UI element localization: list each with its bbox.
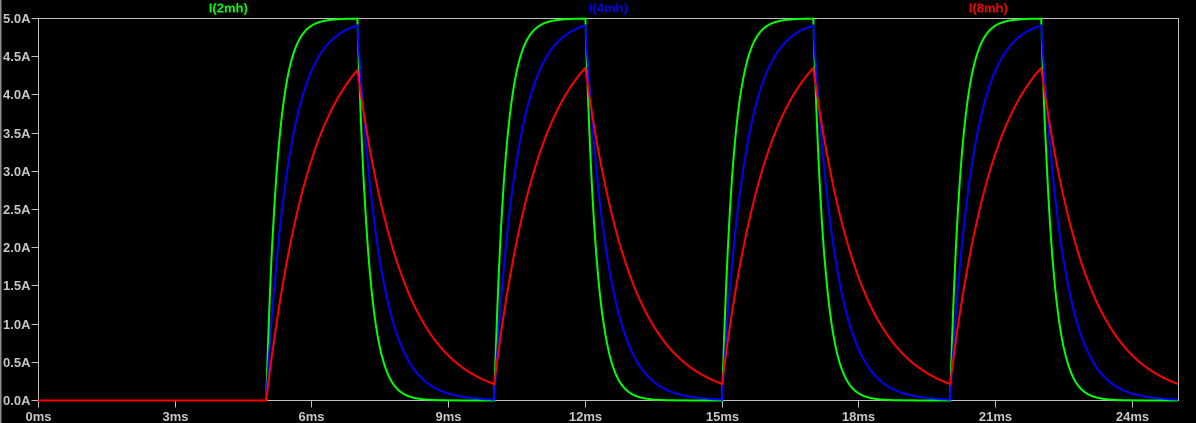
svg-text:1.5A: 1.5A xyxy=(3,278,31,293)
svg-text:15ms: 15ms xyxy=(706,409,739,423)
svg-text:3.5A: 3.5A xyxy=(3,126,31,141)
svg-text:18ms: 18ms xyxy=(842,409,875,423)
svg-text:0.0A: 0.0A xyxy=(3,393,31,408)
svg-text:4.0A: 4.0A xyxy=(3,87,31,102)
svg-text:4.5A: 4.5A xyxy=(3,49,31,64)
svg-text:1.0A: 1.0A xyxy=(3,317,31,332)
svg-text:24ms: 24ms xyxy=(1116,409,1149,423)
svg-text:3.0A: 3.0A xyxy=(3,164,31,179)
svg-text:I(2mh): I(2mh) xyxy=(209,0,248,15)
svg-text:I(8mh): I(8mh) xyxy=(969,0,1008,15)
svg-text:0ms: 0ms xyxy=(25,409,51,423)
svg-text:21ms: 21ms xyxy=(979,409,1012,423)
svg-text:2.5A: 2.5A xyxy=(3,202,31,217)
svg-text:5.0A: 5.0A xyxy=(3,11,31,26)
svg-text:9ms: 9ms xyxy=(435,409,461,423)
svg-text:0.5A: 0.5A xyxy=(3,355,31,370)
svg-text:6ms: 6ms xyxy=(298,409,324,423)
svg-text:12ms: 12ms xyxy=(569,409,602,423)
svg-text:I(4mh): I(4mh) xyxy=(589,0,628,15)
svg-text:3ms: 3ms xyxy=(162,409,188,423)
svg-text:2.0A: 2.0A xyxy=(3,240,31,255)
